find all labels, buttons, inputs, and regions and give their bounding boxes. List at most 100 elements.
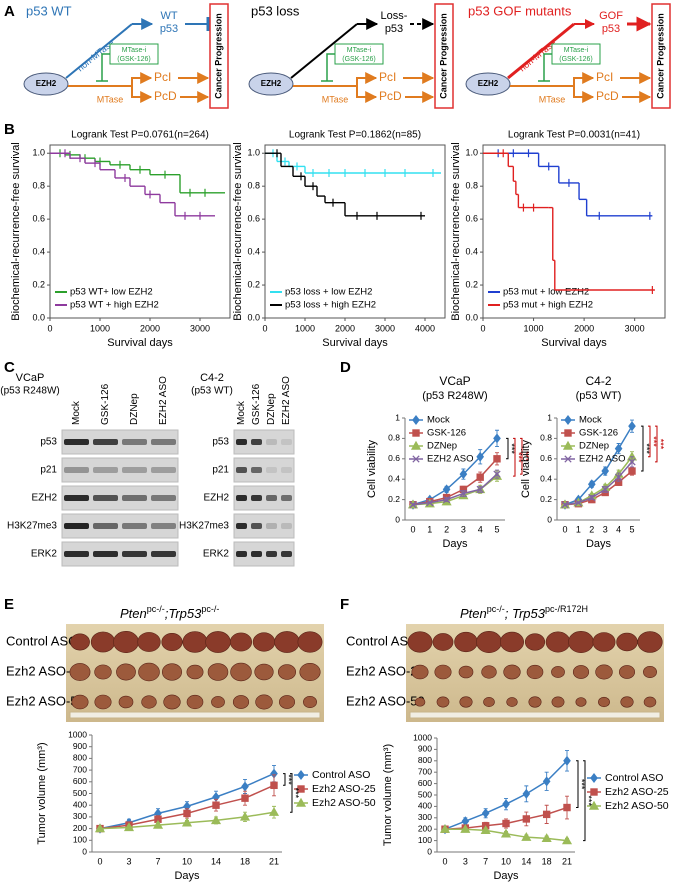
legend-label: p53 loss + low EZH2	[285, 287, 372, 298]
tumor	[161, 663, 183, 681]
cell-line-genotype: (p53 R248W)	[0, 386, 59, 397]
tumor	[595, 664, 613, 680]
mtase-label: MTase	[322, 94, 349, 104]
marker	[502, 799, 510, 810]
x-tick-label: 1	[576, 524, 581, 534]
y-tick-label: 700	[418, 766, 432, 776]
significance-bracket	[641, 425, 644, 472]
tumor	[277, 664, 297, 680]
marker	[561, 501, 569, 509]
marker	[493, 455, 501, 463]
marker	[614, 443, 623, 454]
lane-label: EZH2 ASO	[281, 376, 292, 425]
legend-label: p53 mut + low EZH2	[503, 287, 589, 298]
tumor	[598, 696, 610, 708]
blot-row-label: p21	[40, 465, 57, 476]
tumor	[568, 631, 594, 653]
legend-label: Mock	[427, 415, 450, 426]
marker	[493, 433, 501, 444]
tumor	[229, 632, 253, 652]
blot-band	[64, 551, 89, 557]
group-label: Control ASO	[346, 633, 418, 648]
title-part: Pten	[460, 606, 487, 621]
y-tick-label: 0.8	[465, 181, 478, 191]
y-tick-label: 1000	[413, 732, 432, 742]
tumor	[618, 665, 636, 679]
x-tick-label: 10	[501, 856, 511, 866]
x-tick-label: 3000	[190, 323, 210, 333]
x-tick-label: 18	[240, 856, 250, 866]
y-tick-label: 100	[73, 835, 87, 845]
tumor	[551, 666, 565, 678]
y-tick-label: 0.0	[247, 312, 260, 322]
legend-label: Control ASO	[312, 769, 370, 781]
marker	[481, 808, 490, 819]
axes	[91, 735, 282, 853]
target-label: p53	[602, 23, 620, 35]
plot-frame	[482, 144, 666, 319]
tumor	[620, 696, 634, 708]
product-label: PcI	[379, 70, 396, 84]
blot-band	[266, 467, 277, 473]
significance-bracket	[576, 760, 579, 809]
blot-band	[281, 467, 292, 473]
inhibitor-label: MTase-i	[122, 47, 147, 54]
blot-band	[251, 439, 262, 445]
tumor	[211, 696, 225, 708]
significance-label: ***	[507, 443, 517, 454]
tumor	[483, 697, 495, 707]
marker	[500, 828, 512, 838]
legend-label: p53 loss + high EZH2	[285, 300, 376, 311]
outcome-box	[434, 3, 454, 109]
blot-band	[281, 439, 292, 445]
y-tick-label: 0.4	[32, 246, 45, 256]
tumor	[481, 665, 497, 679]
y-tick-label: 0	[547, 514, 552, 524]
blot-band	[151, 495, 176, 501]
tumor	[432, 633, 454, 651]
title-part: ;Trp53	[165, 606, 202, 621]
significance-bracket	[648, 425, 651, 458]
panel-label: E	[4, 596, 14, 613]
legend-label: GSK-126	[427, 428, 466, 439]
tumor	[255, 694, 273, 710]
blot-band	[266, 551, 277, 557]
marker	[270, 781, 278, 790]
marker	[601, 466, 610, 477]
legend-marker	[564, 414, 572, 426]
y-tick-label: 600	[73, 776, 87, 786]
legend-label: p53 WT+ low EZH2	[70, 287, 153, 298]
legend-marker	[590, 772, 598, 784]
marker	[521, 831, 532, 841]
panel-label: A	[4, 3, 15, 20]
legend-marker	[588, 800, 600, 810]
x-tick-label: 0	[442, 856, 447, 866]
legend-marker	[297, 785, 305, 793]
tumor	[411, 664, 429, 680]
tumor	[161, 632, 183, 652]
mtase-label: MTase	[97, 94, 124, 104]
x-tick-label: 2000	[574, 323, 594, 333]
marker	[439, 823, 451, 833]
tumor	[252, 632, 276, 652]
tumor	[575, 697, 587, 707]
non-mtase-path	[290, 23, 358, 79]
marker	[94, 823, 106, 833]
marker	[181, 817, 193, 827]
plot-frame	[264, 144, 446, 319]
product-label: PcI	[154, 70, 171, 84]
blot-band	[93, 439, 118, 445]
significance-bracket	[506, 437, 509, 460]
non-mtase-path	[65, 23, 133, 79]
significance-bracket	[583, 760, 586, 842]
y-tick-label: 900	[418, 744, 432, 754]
tumor	[90, 631, 116, 653]
y-tick-label: 0.2	[388, 494, 400, 504]
y-tick-label: 1	[395, 412, 400, 422]
target-label: p53	[385, 23, 403, 35]
tumor	[138, 662, 160, 682]
x-tick-label: 2000	[335, 323, 355, 333]
title-part: pc-/-	[487, 604, 505, 614]
outcome-box	[651, 3, 671, 109]
